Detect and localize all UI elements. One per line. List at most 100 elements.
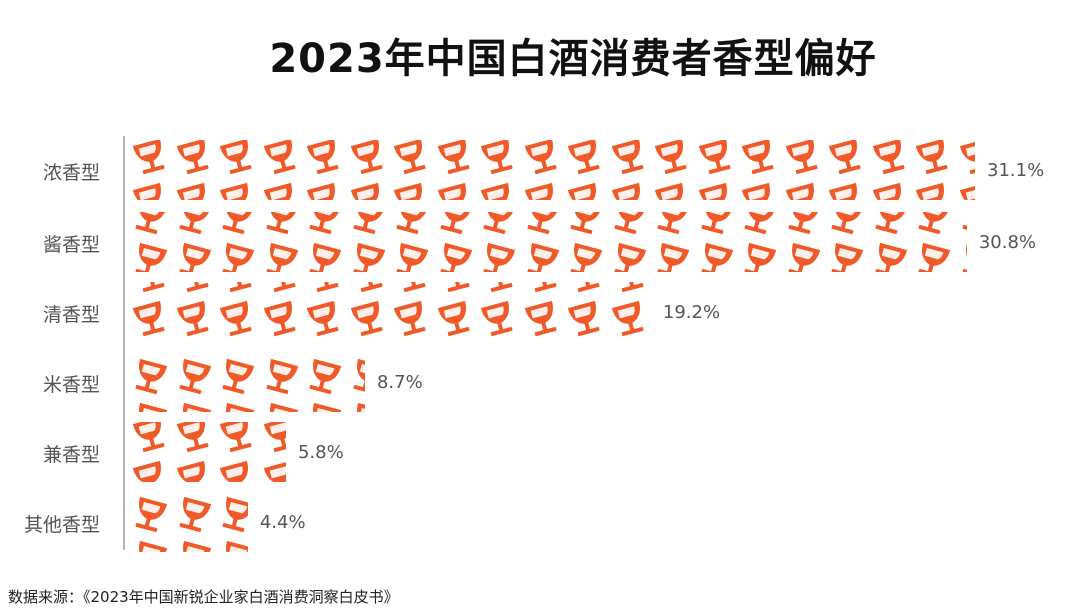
data-source-note: 数据来源：《2023年中国新锐企业家白酒消费洞察白皮书》: [8, 588, 399, 606]
wine-glass-icon: [476, 140, 520, 200]
wine-glass-icon: [172, 352, 216, 412]
wine-glass-icon: [302, 140, 346, 200]
wine-glass-icon: [613, 242, 646, 272]
wine-glass-icon: [350, 300, 383, 337]
wine-glass-icon: [135, 496, 168, 533]
wine-glass-icon: [219, 300, 252, 337]
wine-glass-icon: [269, 402, 298, 412]
category-label: 浓香型: [42, 162, 100, 184]
wine-glass-icon: [346, 282, 390, 342]
bar-row: 清香型: [0, 282, 1080, 342]
wine-glass-icon: [263, 422, 286, 453]
wine-glass-icon: [222, 496, 248, 533]
wine-glass-icon: [567, 182, 596, 200]
wine-glass-icon: [874, 212, 907, 235]
wine-glass-icon: [621, 282, 644, 293]
category-label: 酱香型: [42, 234, 100, 256]
wine-glass-icon: [831, 212, 864, 235]
wine-glass-icon: [178, 212, 211, 235]
wine-glass-icon: [607, 282, 651, 342]
wine-glass-icon: [178, 242, 211, 272]
wine-glass-icon: [139, 402, 168, 412]
pictograph-bar: [128, 492, 248, 552]
wine-glass-icon: [259, 140, 303, 200]
wine-glass-icon: [215, 352, 259, 412]
wine-glass-icon: [520, 140, 564, 200]
wine-glass-icon: [744, 212, 777, 235]
chart-title: 2023年中国白酒消费者香型偏好: [269, 36, 877, 82]
wine-glass-icon: [403, 282, 426, 293]
wine-glass-icon: [172, 212, 216, 272]
bar-row: 酱香型: [0, 212, 1080, 272]
wine-glass-icon: [741, 140, 774, 175]
wine-glass-icon: [128, 492, 172, 552]
wine-glass-icon: [389, 140, 433, 200]
wine-glass-icon: [524, 182, 553, 200]
wine-glass-icon: [389, 212, 433, 272]
wine-glass-icon: [918, 242, 951, 272]
wine-glass-icon: [176, 460, 205, 482]
wine-glass-icon: [259, 352, 303, 412]
wine-glass-icon: [306, 300, 339, 337]
wine-glass-icon: [524, 140, 557, 175]
wine-glass-icon: [263, 182, 292, 200]
wine-glass-icon: [172, 140, 216, 200]
wine-glass-icon: [526, 212, 559, 235]
wine-glass-icon: [959, 140, 975, 175]
wine-glass-icon: [657, 212, 690, 235]
wine-glass-icon: [309, 358, 342, 395]
wine-glass-icon: [178, 358, 211, 395]
wine-glass-icon: [611, 182, 640, 200]
wine-glass-icon: [219, 140, 252, 175]
category-label: 兼香型: [42, 444, 100, 466]
wine-glass-icon: [737, 140, 781, 200]
wine-glass-icon: [534, 282, 557, 293]
wine-glass-icon: [611, 300, 644, 337]
wine-glass-icon: [265, 358, 298, 395]
wine-glass-icon: [350, 182, 379, 200]
wine-glass-icon: [215, 282, 259, 342]
wine-glass-icon: [785, 182, 814, 200]
wine-glass-icon: [520, 212, 564, 272]
value-label: 19.2%: [662, 302, 721, 323]
wine-glass-icon: [824, 212, 868, 272]
wine-glass-icon: [302, 282, 346, 342]
wine-glass-icon: [563, 282, 607, 342]
wine-glass-icon: [302, 212, 346, 272]
wine-glass-icon: [437, 182, 466, 200]
wine-glass-icon: [346, 352, 365, 412]
wine-glass-icon: [182, 402, 211, 412]
wine-glass-icon: [650, 212, 694, 272]
wine-glass-icon: [781, 212, 825, 272]
wine-glass-icon: [698, 182, 727, 200]
wine-glass-icon: [172, 492, 216, 552]
wine-glass-icon: [132, 422, 165, 453]
wine-glass-icon: [831, 242, 864, 272]
wine-glass-icon: [868, 140, 912, 200]
wine-glass-icon: [265, 212, 298, 235]
pictograph-bar: [128, 422, 286, 482]
wine-glass-icon: [176, 422, 209, 453]
category-label: 米香型: [42, 374, 100, 396]
wine-glass-icon: [437, 300, 470, 337]
pictograph-bar: [128, 282, 651, 342]
wine-glass-icon: [785, 140, 818, 175]
wine-glass-icon: [700, 242, 733, 272]
wine-glass-icon: [309, 212, 342, 235]
wine-glass-icon: [570, 212, 603, 235]
wine-glass-icon: [263, 460, 286, 482]
wine-glass-icon: [915, 140, 948, 175]
wine-glass-icon: [219, 422, 252, 453]
wine-glass-icon: [567, 300, 600, 337]
wine-glass-icon: [911, 140, 955, 200]
value-label: 4.4%: [259, 512, 306, 533]
wine-glass-icon: [316, 282, 339, 293]
wine-glass-icon: [128, 212, 172, 272]
wine-glass-icon: [222, 358, 255, 395]
bar-row: 米香型: [0, 352, 1080, 412]
wine-glass-icon: [577, 282, 600, 293]
bar-row: 浓香型: [0, 140, 1080, 200]
value-label: 30.8%: [978, 232, 1037, 253]
wine-glass-icon: [128, 282, 172, 342]
value-label: 31.1%: [987, 160, 1045, 181]
